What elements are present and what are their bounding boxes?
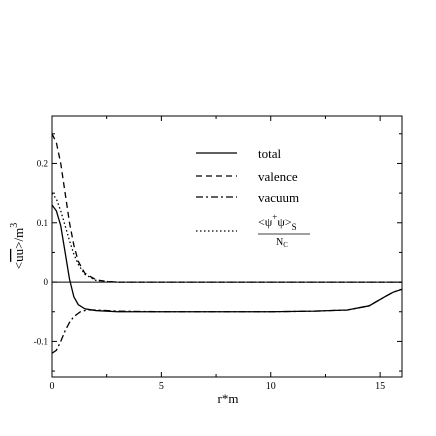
legend-label-vacuum: vacuum [258, 190, 299, 205]
svg-text:NC: NC [276, 237, 288, 249]
legend-item-total: total [196, 146, 281, 161]
series-line-vacuum [51, 288, 403, 354]
legend-label-total: total [258, 146, 281, 161]
x-tick-label: 5 [159, 381, 164, 392]
series-line-psi [51, 192, 402, 283]
legend-label-valence: valence [258, 169, 298, 184]
y-axis-label-lhs: < [11, 262, 26, 269]
x-axis-label: r*m [218, 391, 239, 406]
y-axis-label-rhs: >/m [11, 228, 26, 249]
legend: total valence vacuum <ψ+ψ>S NC [196, 146, 310, 249]
legend-psi-sub: S [292, 222, 297, 232]
y-tick-label: -0.1 [34, 336, 48, 346]
legend-psi-mid: ψ> [277, 215, 292, 229]
svg-text:<ψ+ψ>S: <ψ+ψ>S [258, 212, 297, 232]
legend-item-valence: valence [196, 169, 298, 184]
y-tick-label: 0 [44, 277, 49, 287]
y-axis-label-uu: uu [11, 248, 26, 262]
svg-text:<uu>/m3: <uu>/m3 [9, 223, 26, 269]
y-tick-label: 0.1 [37, 218, 48, 228]
x-tick-label: 10 [266, 381, 276, 392]
series-line-total [51, 204, 403, 313]
legend-item-psi: <ψ+ψ>S NC [196, 212, 310, 249]
y-tick-label: 0.2 [37, 158, 48, 168]
legend-psi-dagger: + [272, 212, 277, 222]
series-line-valence [51, 133, 402, 283]
y-axis-label: <uu>/m3 [9, 223, 26, 269]
x-tick-label: 0 [50, 381, 55, 392]
legend-item-vacuum: vacuum [196, 190, 299, 205]
legend-psi-numerator: <ψ [258, 215, 273, 229]
legend-psi-den-sub: C [283, 241, 288, 249]
legend-psi-denominator: N [276, 237, 283, 248]
plot-frame [51, 115, 403, 378]
x-tick-label: 15 [375, 381, 385, 392]
axis-ticks: 0 5 10 15 -0.1 0 0.1 0.2 [34, 116, 402, 392]
y-axis-label-exp: 3 [9, 223, 20, 228]
series-group [51, 133, 403, 354]
